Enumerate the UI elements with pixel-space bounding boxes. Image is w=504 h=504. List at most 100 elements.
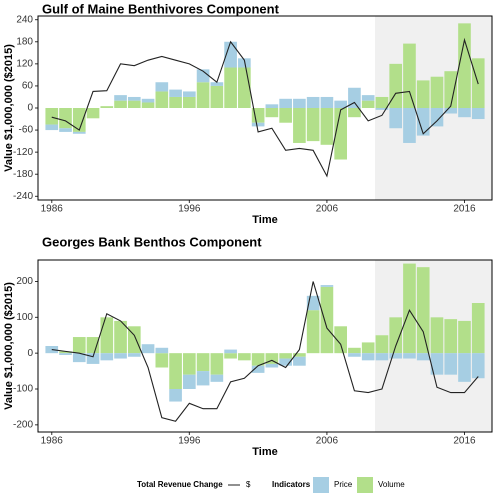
bar	[169, 89, 182, 97]
bar	[361, 353, 375, 361]
x-tick-label: 2016	[453, 204, 476, 215]
x-axis-label: Time	[252, 446, 277, 458]
y-tick-label: 100	[16, 312, 33, 323]
y-tick-label: 200	[16, 276, 33, 287]
bar	[334, 108, 347, 160]
bar	[59, 351, 72, 354]
bar	[224, 349, 237, 354]
y-axis-label: Value $1,000,000 ($2015)	[3, 44, 15, 172]
bar	[224, 41, 237, 68]
bar	[348, 353, 361, 357]
legend-title: Indicators	[272, 480, 311, 489]
bar	[361, 95, 375, 101]
bar	[403, 108, 416, 143]
bar	[210, 374, 224, 382]
bar	[348, 347, 361, 354]
bar	[127, 100, 141, 108]
y-tick-label: -180	[13, 169, 33, 180]
x-tick-label: 2006	[316, 436, 339, 447]
bar	[196, 371, 210, 386]
bar	[375, 96, 389, 108]
bar	[375, 335, 389, 354]
bar	[458, 108, 471, 118]
bar	[334, 100, 347, 108]
bar	[196, 69, 210, 83]
x-tick-label: 1996	[178, 436, 201, 447]
y-tick-label: -200	[13, 419, 33, 430]
y-tick-label: 60	[22, 81, 34, 92]
y-tick-label: 240	[16, 14, 33, 25]
line	[51, 37, 479, 178]
bar	[265, 363, 279, 368]
plot-frame	[37, 15, 493, 201]
bar	[86, 353, 100, 364]
bar	[293, 108, 306, 143]
x-tick-label: 1986	[41, 204, 64, 215]
bar	[458, 23, 471, 108]
bar	[265, 104, 279, 108]
y-tick-label: 180	[16, 36, 33, 47]
bar	[430, 317, 444, 354]
bar	[114, 353, 127, 359]
bar	[471, 353, 485, 379]
bar	[389, 108, 403, 129]
bar	[334, 326, 347, 354]
bar	[293, 98, 306, 108]
bar	[183, 353, 196, 375]
bar	[416, 80, 430, 108]
bar	[416, 353, 430, 361]
bar	[183, 91, 196, 97]
bar	[251, 122, 265, 127]
legend-title: Total Revenue Change	[137, 480, 223, 489]
bar	[430, 108, 444, 127]
y-tick-label: -100	[13, 384, 33, 395]
plot-frame	[37, 259, 493, 433]
bar	[361, 342, 375, 354]
bar	[361, 100, 375, 108]
bar	[155, 91, 169, 108]
bar	[265, 353, 279, 364]
bar	[430, 353, 444, 375]
bar	[458, 320, 471, 354]
bar	[293, 353, 306, 357]
bar	[141, 98, 155, 103]
bar	[169, 389, 182, 402]
bar	[59, 108, 72, 129]
bar	[141, 344, 155, 354]
bar	[155, 353, 169, 368]
legend-swatch	[313, 477, 329, 493]
bar	[224, 353, 237, 359]
y-tick-label: -240	[13, 191, 33, 202]
bar	[403, 353, 416, 359]
bar	[375, 108, 389, 110]
y-tick-label: 0	[27, 103, 33, 114]
bar	[444, 353, 458, 375]
bar	[403, 43, 416, 108]
y-axis-label: Value $1,000,000 ($2015)	[3, 282, 15, 410]
bar	[306, 108, 320, 142]
chart-title: Gulf of Maine Benthivores Component	[42, 1, 280, 16]
bar	[306, 96, 320, 108]
bar	[444, 319, 458, 354]
bar	[45, 108, 59, 125]
bar	[114, 95, 127, 101]
bar	[471, 108, 485, 120]
bar	[127, 96, 141, 101]
x-tick-label: 1986	[41, 436, 64, 447]
bar	[430, 76, 444, 108]
legend-swatch	[357, 477, 373, 493]
bar	[444, 71, 458, 108]
bar	[100, 353, 114, 361]
bar	[196, 82, 210, 108]
bar	[72, 337, 86, 354]
bar	[238, 67, 251, 108]
bar	[100, 317, 114, 354]
bar	[320, 285, 334, 287]
bar	[196, 353, 210, 372]
bar	[416, 108, 430, 136]
bar	[279, 108, 292, 123]
bar	[59, 128, 72, 132]
bar	[279, 98, 292, 108]
y-tick-label: 120	[16, 58, 33, 69]
